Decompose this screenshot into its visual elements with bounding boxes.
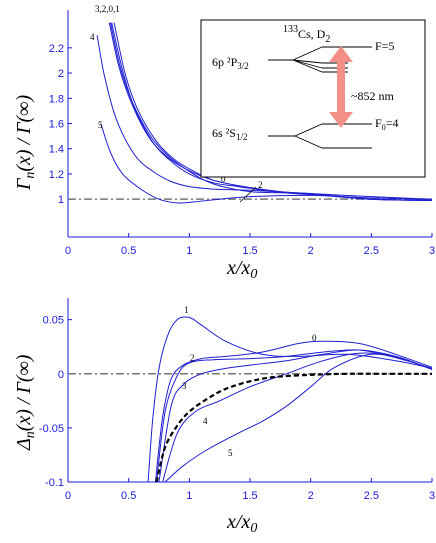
top-x-ticks: 0 0.5 1 1.5 2 2.5 3 — [65, 233, 435, 257]
bot-x-tick-label-2: 1 — [186, 490, 192, 502]
bot-y-tick-label-2: -0.05 — [39, 423, 64, 435]
top-y-tick-label-3: 1.6 — [49, 119, 64, 131]
bot-x-tick-label-0: 0 — [65, 490, 71, 502]
top-y-ticks: 1 1.2 1.4 1.6 1.8 2 2.2 — [49, 43, 72, 206]
bot-y-tick-label-1: 0 — [58, 369, 64, 381]
inset-hf-3 — [292, 59, 323, 69]
top-x-tick-label-6: 3 — [429, 245, 435, 257]
bottom-label-1: 1 — [184, 305, 189, 315]
top-y-tick-label-4: 1.8 — [49, 93, 64, 105]
inset-hf-5 — [292, 46, 323, 61]
bottom-x-label: x/x0 — [226, 511, 257, 536]
top-label-0: 0 — [221, 174, 226, 184]
bot-series-5 — [164, 353, 433, 483]
bot-series-3 — [158, 349, 433, 483]
bottom-x-ticks: 0 0.5 1 1.5 2 2.5 3 — [65, 478, 435, 502]
inset-level-diagram: 133Cs, D2 6p ²P3/2 F=5 6s ²S1/2 — [200, 19, 426, 178]
top-y-tick-label-2: 1.4 — [49, 144, 64, 156]
top-label-4: 4 — [90, 32, 95, 42]
bot-series-2 — [156, 349, 433, 483]
bottom-y-label: Δn(x) / Γ(∞) — [13, 354, 38, 451]
inset-lower-level: 6s ²S1/2 — [212, 126, 247, 142]
bottom-label-5: 5 — [228, 448, 233, 458]
bottom-panel: 0.05 0 -0.05 -0.1 0 0.5 1 1.5 2 2.5 3 1 0 2 3 4 5… — [13, 298, 435, 536]
inset-hf-2 — [292, 59, 323, 73]
top-x-tick-label-3: 1.5 — [242, 245, 257, 257]
bottom-series-group — [147, 316, 433, 483]
top-y-tick-label-6: 2.2 — [49, 43, 64, 55]
inset-upper-level: 6p ²P3/2 — [212, 55, 249, 71]
bot-series-1 — [147, 316, 433, 483]
bot-x-tick-label-4: 2 — [308, 490, 314, 502]
top-y-tick-label-1: 1.2 — [49, 169, 64, 181]
top-series-5 — [100, 123, 433, 204]
top-y-tick-label-5: 2 — [58, 68, 64, 80]
bottom-label-0: 0 — [312, 333, 317, 343]
top-label-3201: 3,2,0,1 — [95, 4, 120, 14]
bottom-label-4: 4 — [203, 416, 208, 426]
inset-f-lower: F0=4 — [375, 116, 398, 132]
inset-lf-lower — [294, 135, 323, 149]
inset-wavelength: ~852 nm — [351, 89, 394, 103]
inset-hf-4 — [292, 59, 323, 64]
bot-x-tick-label-6: 3 — [429, 490, 435, 502]
bot-y-tick-label-3: -0.1 — [45, 477, 64, 489]
top-label-2: 2 — [258, 180, 263, 190]
top-y-tick-label-0: 1 — [58, 194, 64, 206]
bot-x-tick-label-3: 1.5 — [242, 490, 257, 502]
top-x-tick-label-2: 1 — [186, 245, 192, 257]
top-label-5: 5 — [98, 120, 103, 130]
inset-lf-upper — [294, 123, 323, 137]
top-panel: 11.21.41.61.822.2 0 0.5 1 1.5 2 2.5 3 3,2,0,1 … — [13, 4, 435, 282]
inset-frame — [200, 19, 426, 178]
bottom-label-2: 2 — [190, 353, 195, 363]
inset-f-upper: F=5 — [375, 39, 394, 53]
bot-x-tick-label-1: 0.5 — [121, 490, 136, 502]
bottom-label-3: 3 — [182, 381, 187, 391]
top-series-4 — [96, 35, 433, 200]
transition-arrow — [329, 46, 353, 128]
top-y-label: Γn(x) / Γ(∞) — [13, 95, 38, 191]
top-x-tick-label-4: 2 — [308, 245, 314, 257]
top-x-tick-label-1: 0.5 — [121, 245, 136, 257]
top-x-tick-label-5: 2.5 — [364, 245, 379, 257]
inset-title: 133Cs, D2 — [283, 24, 330, 45]
bot-y-tick-label-0: 0.05 — [43, 315, 64, 327]
bot-x-tick-label-5: 2.5 — [364, 490, 379, 502]
top-x-label: x/x0 — [226, 257, 257, 282]
bot-series-0 — [154, 340, 433, 483]
top-label-2-leader — [239, 186, 257, 203]
bot-series-4 — [162, 352, 433, 483]
bottom-y-ticks: 0.05 0 -0.05 -0.1 — [39, 315, 72, 489]
bot-series-dashed — [155, 372, 432, 483]
top-x-tick-label-0: 0 — [65, 245, 71, 257]
